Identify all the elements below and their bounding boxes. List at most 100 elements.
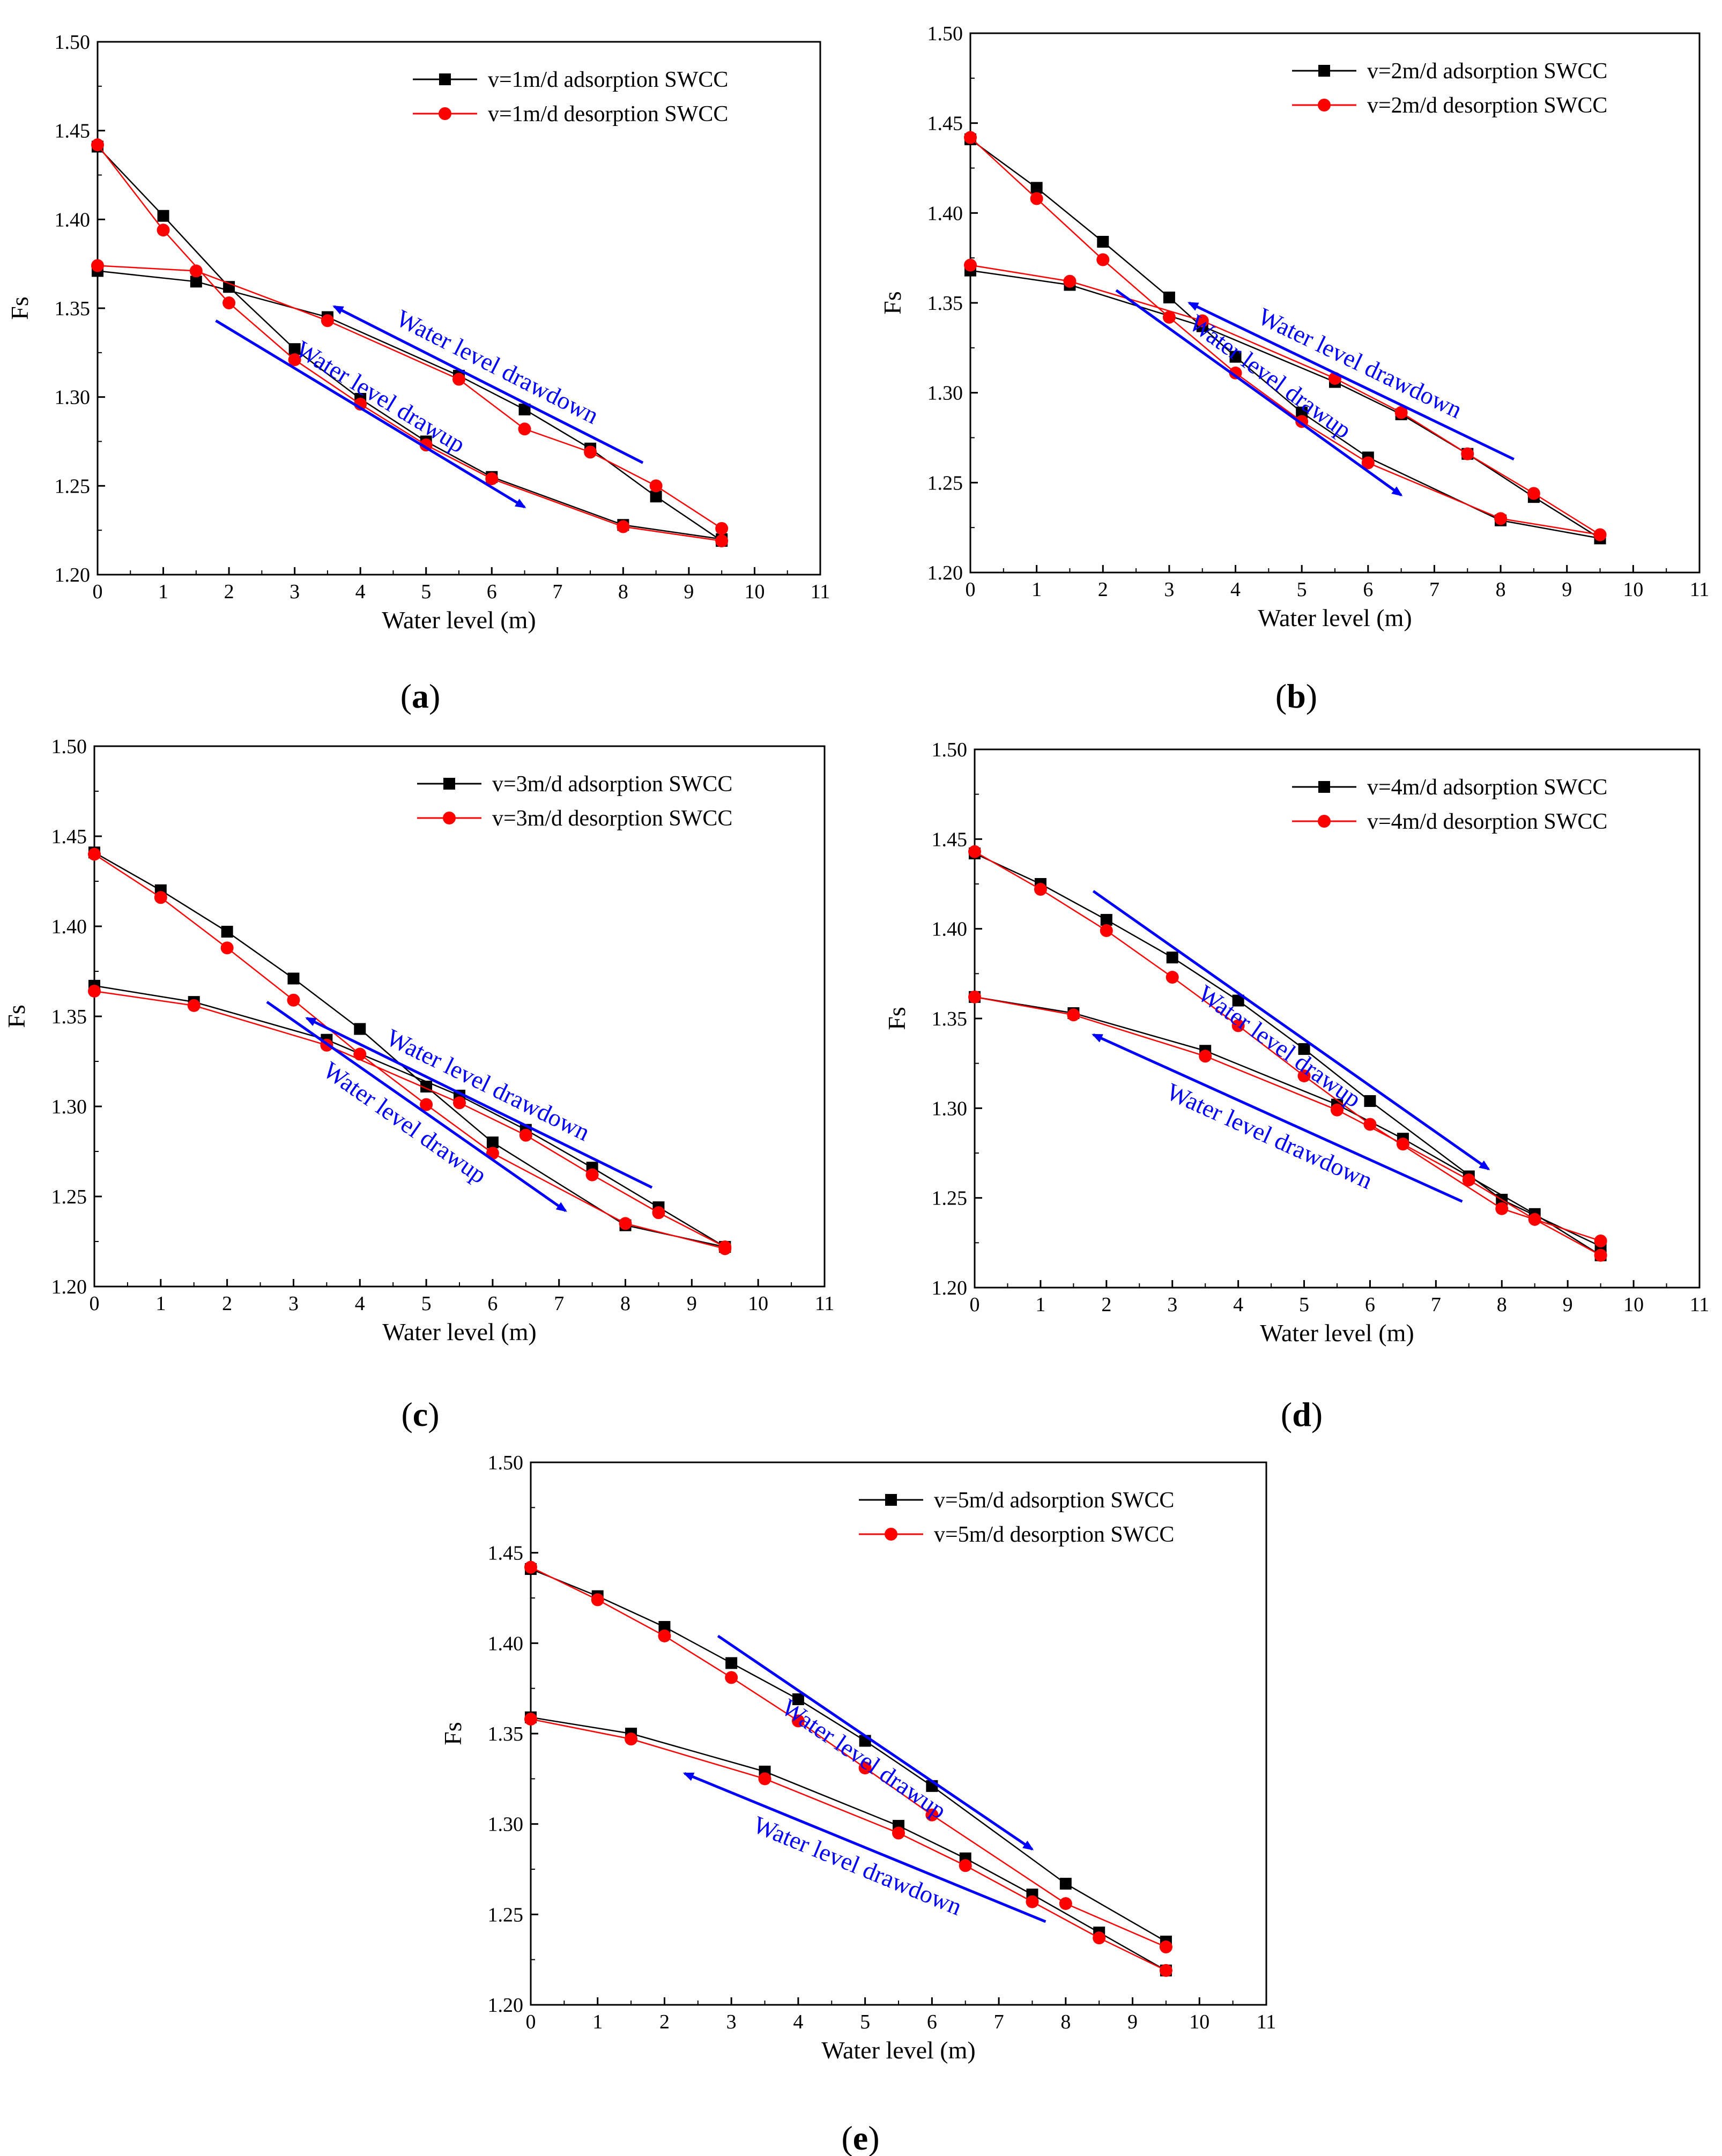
y-tick-label: 1.20: [55, 564, 91, 586]
y-tick-label: 1.40: [51, 916, 87, 938]
x-tick-label: 6: [1363, 578, 1373, 601]
x-tick-label: 1: [158, 581, 168, 603]
series-desorption-drawdown: [968, 990, 1607, 1262]
x-tick-label: 6: [487, 1292, 498, 1315]
data-point: [353, 1047, 367, 1061]
data-point: [157, 224, 170, 237]
x-tick-label: 1: [155, 1292, 166, 1315]
series-line: [97, 270, 722, 542]
annotation-arrow: [266, 1001, 567, 1212]
data-point: [658, 1629, 671, 1642]
data-point: [221, 926, 233, 938]
data-point: [1229, 351, 1242, 363]
x-tick-label: 3: [288, 1292, 299, 1315]
x-tick-label: 8: [618, 581, 628, 603]
data-point: [222, 296, 236, 310]
data-point: [959, 1859, 972, 1872]
legend: v=2m/d adsorption SWCC v=2m/d desorption …: [1292, 59, 1607, 118]
data-point: [1331, 1103, 1344, 1117]
data-point: [287, 993, 300, 1007]
annotation-arrow: [717, 1634, 1034, 1850]
x-tick-label: 5: [860, 2011, 870, 2033]
chart-panel-d: 0 1 2 3 4 5 6 7 8 9 10 11 1.20 1.25 1.30 1.35 1.40 1.45 1.…: [883, 739, 1709, 1347]
data-point: [1363, 1118, 1377, 1131]
annotation-arrow: [1092, 1033, 1463, 1203]
x-tick-label: 11: [1690, 578, 1710, 601]
legend: v=1m/d adsorption SWCC v=1m/d desorption …: [413, 68, 728, 127]
data-point: [189, 264, 203, 278]
y-tick-label: 1.25: [932, 1187, 968, 1210]
y-tick-label: 1.50: [51, 735, 87, 758]
data-point: [1059, 1877, 1072, 1890]
x-tick-label: 2: [1098, 578, 1108, 601]
y-tick-label: 1.35: [488, 1723, 524, 1745]
data-point: [715, 522, 729, 535]
data-point: [1059, 1897, 1072, 1910]
legend-label: v=3m/d desorption SWCC: [492, 806, 732, 831]
x-tick-label: 2: [659, 2011, 670, 2033]
y-tick-label: 1.50: [927, 23, 963, 45]
x-axis-label: Water level (m): [382, 606, 536, 634]
series-adsorption-drawdown: [969, 991, 1607, 1261]
legend-label: v=4m/d adsorption SWCC: [1367, 775, 1607, 800]
data-point: [187, 999, 201, 1012]
x-axis-label: Water level (m): [821, 2036, 975, 2064]
chart-panel-c: 0 1 2 3 4 5 6 7 8 9 10 11 1.20 1.25 1.30 1.35 1.40 1.45 1.…: [3, 735, 834, 1345]
x-tick-label: 8: [620, 1292, 630, 1315]
series-adsorption-drawup: [525, 1563, 1172, 1947]
x-tick-label: 9: [1563, 1293, 1573, 1316]
legend-marker: [443, 812, 456, 824]
x-axis-label: Water level (m): [1258, 604, 1412, 631]
data-point: [321, 314, 334, 328]
data-point: [154, 891, 167, 904]
legend-marker: [885, 1494, 897, 1506]
data-point: [1159, 1964, 1172, 1977]
series-desorption-drawdown: [964, 258, 1607, 541]
x-tick-label: 5: [421, 1292, 432, 1315]
x-tick-label: 6: [487, 581, 497, 603]
data-point: [718, 1240, 732, 1254]
annotation-arrow: [1115, 289, 1403, 496]
legend: v=3m/d adsorption SWCC v=3m/d desorption …: [417, 772, 732, 831]
y-tick-label: 1.45: [927, 113, 963, 135]
data-point: [288, 343, 301, 355]
x-tick-label: 5: [1299, 1293, 1309, 1316]
data-point: [758, 1772, 771, 1786]
y-tick-label: 1.25: [51, 1186, 87, 1208]
chart-panel-e: 0 1 2 3 4 5 6 7 8 9 10 11 1.20 1.25 1.30 1.35 1.40 1.45 1.…: [439, 1452, 1276, 2064]
data-point: [287, 972, 300, 985]
y-axis-label: Fs: [879, 291, 906, 314]
x-tick-label: 4: [1233, 1293, 1243, 1316]
data-point: [625, 1733, 638, 1746]
data-point: [91, 138, 104, 152]
data-point: [518, 422, 531, 436]
data-point: [1196, 314, 1209, 328]
data-point: [220, 941, 234, 955]
x-tick-label: 0: [93, 581, 103, 603]
y-tick-label: 1.20: [932, 1277, 968, 1299]
y-tick-label: 1.30: [932, 1097, 968, 1120]
panel-label: (e): [841, 2119, 879, 2156]
y-tick-label: 1.30: [488, 1813, 524, 1836]
series-line: [94, 990, 725, 1248]
series-line: [97, 144, 722, 542]
y-tick-label: 1.20: [488, 1994, 524, 2017]
data-point: [91, 259, 104, 272]
legend-label: v=2m/d desorption SWCC: [1367, 93, 1607, 118]
y-tick-label: 1.45: [932, 828, 968, 851]
x-tick-label: 6: [927, 2011, 937, 2033]
series-adsorption-drawup: [92, 140, 728, 545]
data-point: [1166, 951, 1178, 964]
x-tick-label: 0: [90, 1292, 100, 1315]
legend-label: v=5m/d adsorption SWCC: [934, 1488, 1174, 1513]
panel-label: (a): [400, 677, 441, 715]
data-point: [1030, 182, 1043, 194]
annotation-text: Water level drawdown: [1254, 302, 1466, 423]
data-point: [792, 1693, 804, 1705]
series-line: [97, 146, 722, 540]
x-tick-label: 11: [811, 581, 830, 603]
series-adsorption-drawdown: [964, 264, 1606, 545]
data-point: [725, 1657, 738, 1669]
y-tick-label: 1.30: [927, 382, 963, 405]
data-point: [1159, 1941, 1172, 1954]
